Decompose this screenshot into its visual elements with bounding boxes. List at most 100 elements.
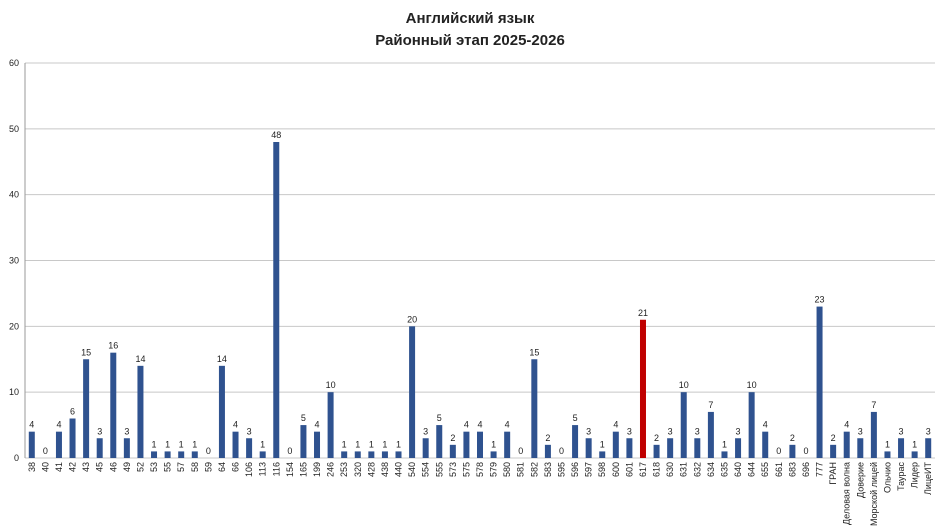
x-tick-label: 154 [285, 462, 295, 477]
x-tick-label: 600 [611, 462, 621, 477]
bar [449, 444, 456, 458]
value-label: 6 [70, 407, 75, 417]
value-label: 14 [217, 354, 227, 364]
bar [151, 451, 158, 458]
x-tick-label: 555 [434, 462, 444, 477]
bar [680, 392, 687, 458]
value-label: 4 [477, 420, 482, 430]
bar [368, 451, 375, 458]
x-tick-label: 596 [570, 462, 580, 477]
x-tick-label: 64 [217, 462, 227, 472]
value-label: 0 [559, 446, 564, 456]
value-label: 1 [722, 439, 727, 449]
x-tick-label: 597 [584, 462, 594, 477]
value-label: 3 [627, 426, 632, 436]
value-label: 0 [803, 446, 808, 456]
bar [707, 411, 714, 458]
value-label: 3 [695, 426, 700, 436]
x-tick-label: 598 [597, 462, 607, 477]
x-tick-label: 45 [95, 462, 105, 472]
bar [232, 431, 239, 458]
value-label: 48 [271, 130, 281, 140]
bar [395, 451, 402, 458]
x-tick-label: 42 [68, 462, 78, 472]
bar [612, 431, 619, 458]
bar [925, 438, 932, 458]
x-tick-label: 438 [380, 462, 390, 477]
bar [314, 431, 321, 458]
bar [653, 444, 660, 458]
value-label: 2 [450, 433, 455, 443]
value-label: 15 [529, 347, 539, 357]
y-tick-label: 10 [9, 387, 19, 397]
y-tick-label: 20 [9, 321, 19, 331]
bar [381, 451, 388, 458]
bar [721, 451, 728, 458]
x-tick-label: 655 [760, 462, 770, 477]
bar [123, 438, 130, 458]
value-label: 21 [638, 308, 648, 318]
value-label: 1 [179, 439, 184, 449]
bar [531, 359, 538, 458]
x-tick-label: 631 [679, 462, 689, 477]
bar [164, 451, 171, 458]
bar [83, 359, 90, 458]
bar [137, 365, 144, 458]
x-tick-label: 58 [190, 462, 200, 472]
value-label: 1 [152, 439, 157, 449]
x-tick-label: 617 [638, 462, 648, 477]
x-tick-label: ГРАН [828, 462, 838, 485]
bar [911, 451, 918, 458]
y-tick-label: 40 [9, 190, 19, 200]
bar [28, 431, 35, 458]
x-tick-label: 246 [326, 462, 336, 477]
bar [422, 438, 429, 458]
bar [490, 451, 497, 458]
x-tick-label: Лидер [910, 462, 920, 488]
value-label: 7 [708, 400, 713, 410]
bar [55, 431, 62, 458]
bar [639, 319, 646, 458]
value-label: 0 [518, 446, 523, 456]
value-label: 0 [287, 446, 292, 456]
chart-subtitle: Районный этап 2025-2026 [375, 32, 565, 49]
bar [273, 142, 280, 458]
value-label: 2 [831, 433, 836, 443]
value-label: 1 [600, 439, 605, 449]
x-tick-label: 583 [543, 462, 553, 477]
bar [843, 431, 850, 458]
x-tick-label: 53 [149, 462, 159, 472]
bar [246, 438, 253, 458]
x-tick-label: 52 [135, 462, 145, 472]
value-label: 3 [858, 426, 863, 436]
x-tick-label: 40 [40, 462, 50, 472]
value-label: 15 [81, 347, 91, 357]
value-label: 3 [899, 426, 904, 436]
value-label: 3 [586, 426, 591, 436]
bar [884, 451, 891, 458]
value-label: 5 [437, 413, 442, 423]
value-label: 5 [301, 413, 306, 423]
bar [504, 431, 511, 458]
x-tick-label: 601 [624, 462, 634, 477]
x-tick-label: 644 [747, 462, 757, 477]
x-tick-label: Таурас [896, 462, 906, 491]
bar [477, 431, 483, 458]
bar [178, 451, 185, 458]
bar [667, 438, 674, 458]
bar [341, 451, 348, 458]
value-label: 10 [326, 380, 336, 390]
bar [463, 431, 470, 458]
x-tick-label: 578 [475, 462, 485, 477]
value-label: 4 [613, 420, 618, 430]
bar [830, 444, 837, 458]
x-tick-label: 683 [787, 462, 797, 477]
bar [898, 438, 905, 458]
value-label: 1 [491, 439, 496, 449]
value-label: 16 [108, 341, 118, 351]
x-tick-label: 554 [421, 462, 431, 477]
x-tick-label: 579 [489, 462, 499, 477]
value-label: 3 [97, 426, 102, 436]
value-label: 4 [315, 420, 320, 430]
x-tick-label: 640 [733, 462, 743, 477]
